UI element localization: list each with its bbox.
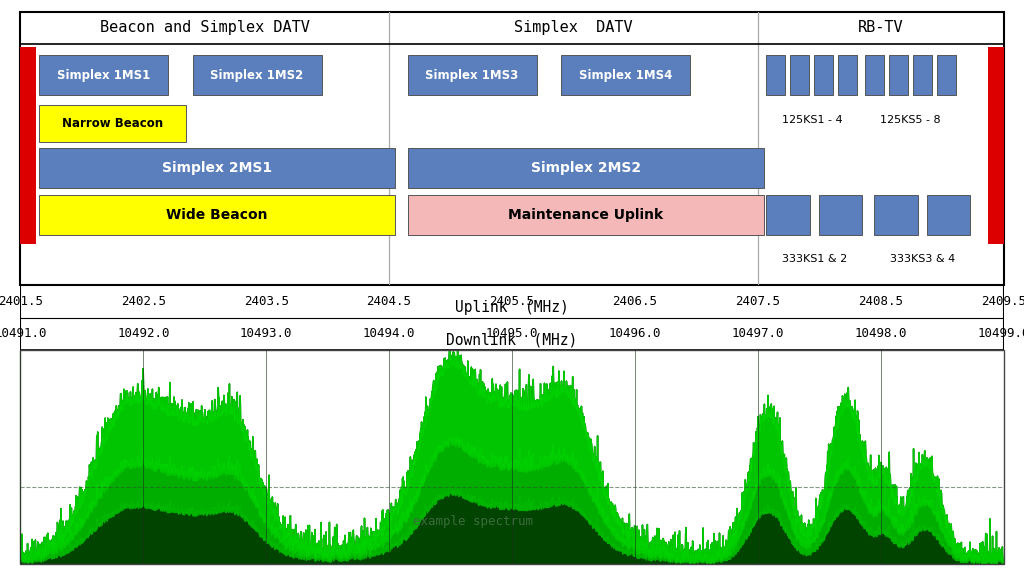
Text: Simplex 1MS2: Simplex 1MS2 [210,69,304,82]
Text: RB-TV: RB-TV [858,21,903,36]
Text: example spectrum: example spectrum [413,515,532,528]
Text: Narrow Beacon: Narrow Beacon [62,116,163,130]
Bar [766,55,785,95]
Bar [987,47,1004,244]
Text: 125KS1 - 4: 125KS1 - 4 [781,115,842,125]
Bar [912,55,932,95]
Bar [408,195,764,235]
Text: 2408.5: 2408.5 [858,294,903,308]
Text: 10497.0: 10497.0 [731,327,784,340]
Text: 125KS5 - 8: 125KS5 - 8 [880,115,940,125]
Text: Simplex 2MS1: Simplex 2MS1 [162,161,272,175]
Bar [39,55,168,95]
Bar [408,149,764,188]
Text: 10496.0: 10496.0 [608,327,662,340]
Text: Simplex 2MS2: Simplex 2MS2 [530,161,641,175]
Text: Downlink  (MHz): Downlink (MHz) [446,333,578,348]
Bar [889,55,907,95]
Bar [791,55,809,95]
Text: 10498.0: 10498.0 [854,327,907,340]
Text: 10491.0: 10491.0 [0,327,47,340]
Text: 333KS1 & 2: 333KS1 & 2 [781,255,847,264]
Bar [874,195,919,235]
Bar [927,195,971,235]
Bar [39,105,186,142]
Text: 2403.5: 2403.5 [244,294,289,308]
Bar [20,47,37,244]
Bar [814,55,834,95]
Text: 2406.5: 2406.5 [612,294,657,308]
Bar [39,195,395,235]
Text: Simplex 1MS3: Simplex 1MS3 [425,69,519,82]
Bar [818,195,862,235]
Bar [39,149,395,188]
Bar [766,195,810,235]
Text: 2409.5: 2409.5 [981,294,1024,308]
Text: 2404.5: 2404.5 [367,294,412,308]
Text: 2405.5: 2405.5 [489,294,535,308]
Bar [937,55,955,95]
Text: 10499.0: 10499.0 [977,327,1024,340]
Text: 2407.5: 2407.5 [735,294,780,308]
Bar [864,55,884,95]
Text: 10492.0: 10492.0 [117,327,170,340]
Text: 333KS3 & 4: 333KS3 & 4 [890,255,955,264]
Text: 2401.5: 2401.5 [0,294,43,308]
Text: Uplink  (MHz): Uplink (MHz) [455,300,569,315]
Text: Simplex 1MS4: Simplex 1MS4 [579,69,673,82]
Text: 10495.0: 10495.0 [485,327,539,340]
Text: Simplex 1MS1: Simplex 1MS1 [56,69,151,82]
Text: Beacon and Simplex DATV: Beacon and Simplex DATV [100,21,309,36]
Text: 2402.5: 2402.5 [121,294,166,308]
Bar [839,55,857,95]
Text: 10494.0: 10494.0 [362,327,416,340]
Text: Simplex  DATV: Simplex DATV [514,21,633,36]
Bar [408,55,537,95]
Bar [20,12,1004,286]
Text: 10493.0: 10493.0 [240,327,293,340]
Text: Maintenance Uplink: Maintenance Uplink [508,208,664,222]
Text: Wide Beacon: Wide Beacon [166,208,268,222]
Bar [193,55,322,95]
Bar [561,55,690,95]
